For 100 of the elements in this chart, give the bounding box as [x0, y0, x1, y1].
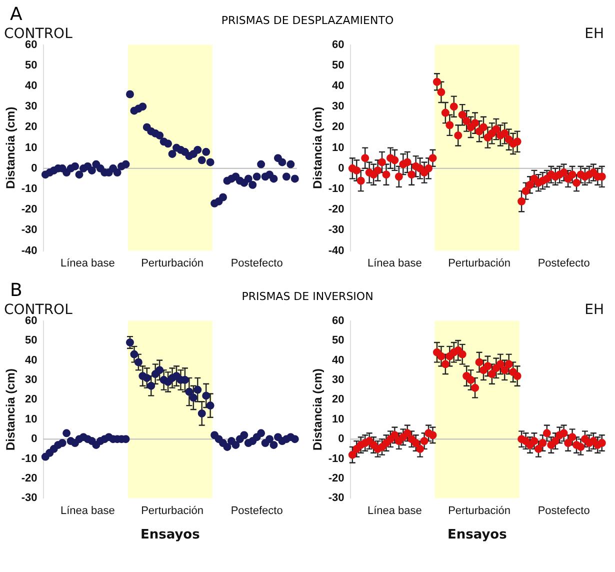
point — [361, 154, 370, 162]
point — [156, 131, 164, 140]
point — [568, 433, 576, 442]
point — [240, 431, 248, 440]
point — [492, 125, 500, 134]
x-tick-label: Línea base — [60, 504, 115, 517]
text: B — [10, 280, 22, 301]
y-tick-label: 60 — [25, 314, 38, 327]
point — [542, 429, 551, 438]
point — [504, 360, 513, 368]
point — [513, 372, 522, 380]
point — [164, 140, 172, 148]
y-tick-label: -40 — [21, 244, 38, 257]
point — [424, 164, 433, 172]
y-tick-label: 60 — [332, 314, 344, 327]
y-tick-label: 10 — [25, 413, 38, 426]
point — [479, 123, 488, 132]
y-axis-title: Distancia (cm) — [310, 368, 325, 451]
point — [471, 119, 480, 128]
point — [568, 170, 576, 179]
x-tick-label: Perturbación — [448, 257, 510, 270]
point — [58, 439, 66, 448]
point — [551, 437, 560, 446]
point — [189, 394, 198, 402]
y-tick-label: -30 — [21, 224, 38, 236]
y-tick-label: -20 — [328, 204, 344, 216]
point — [496, 360, 504, 368]
x-tick-label: Perturbación — [141, 257, 204, 270]
chart-title: EH — [584, 302, 604, 318]
point — [113, 168, 122, 177]
point — [252, 172, 261, 181]
point — [416, 444, 424, 453]
point — [126, 338, 134, 346]
y-tick-label: -40 — [328, 244, 344, 257]
y-tick-label: 30 — [332, 374, 344, 386]
x-tick-label: Postefecto — [230, 257, 283, 270]
y-tick-label: -30 — [328, 224, 344, 236]
point — [560, 168, 568, 177]
y-tick-label: 0 — [31, 433, 38, 446]
y-tick-label: 40 — [332, 80, 344, 92]
y-tick-label: 0 — [338, 162, 344, 174]
x-tick-label: Postefecto — [538, 257, 590, 270]
point — [202, 148, 210, 156]
point — [428, 431, 437, 440]
x-axis-title: Ensayos — [447, 528, 508, 543]
point — [420, 437, 428, 446]
x-tick-label: Perturbación — [141, 504, 204, 517]
point — [390, 156, 399, 164]
y-tick-label: 10 — [332, 413, 344, 426]
point — [471, 384, 480, 392]
y-tick-label: -10 — [21, 452, 38, 465]
y-tick-label: 30 — [25, 374, 38, 386]
point — [194, 146, 202, 154]
y-axis-title: Distancia (cm) — [4, 368, 18, 451]
point — [194, 386, 202, 394]
point — [564, 439, 572, 448]
point — [156, 366, 164, 374]
y-tick-label: 50 — [25, 334, 38, 347]
text: A — [10, 4, 22, 25]
y-tick-label: -10 — [328, 183, 344, 196]
point — [441, 108, 450, 117]
y-tick-label: 20 — [25, 394, 38, 406]
point — [198, 409, 206, 418]
point — [458, 110, 466, 119]
x-tick-label: Línea base — [367, 257, 422, 270]
point — [356, 176, 365, 185]
point — [374, 166, 382, 174]
y-tick-label: -10 — [328, 452, 344, 465]
point — [147, 382, 156, 390]
y-tick-label: 20 — [25, 121, 38, 134]
point — [185, 388, 194, 396]
y-tick-label: 10 — [25, 142, 38, 154]
y-tick-label: 40 — [25, 80, 38, 92]
point — [130, 350, 138, 358]
y-tick-label: 10 — [332, 142, 344, 154]
x-tick-label: Postefecto — [230, 504, 283, 517]
point — [202, 392, 210, 400]
point — [286, 160, 295, 168]
y-tick-label: 0 — [31, 162, 38, 174]
point — [257, 160, 266, 168]
point — [572, 178, 581, 187]
point — [466, 376, 475, 384]
y-axis-title: Distancia (cm) — [310, 106, 325, 189]
y-tick-label: 30 — [332, 100, 344, 113]
point — [458, 350, 466, 358]
point — [538, 439, 547, 448]
point — [462, 117, 471, 126]
x-tick-label: Línea base — [367, 504, 422, 517]
point — [122, 160, 130, 168]
point — [126, 90, 134, 98]
point — [522, 187, 530, 196]
chart-title: EH — [584, 26, 604, 42]
x-tick-label: Postefecto — [538, 504, 590, 517]
point — [513, 138, 522, 146]
point — [266, 435, 274, 444]
point — [278, 158, 286, 166]
point — [223, 442, 232, 451]
point — [408, 170, 416, 179]
point — [282, 172, 290, 181]
point — [394, 172, 403, 181]
